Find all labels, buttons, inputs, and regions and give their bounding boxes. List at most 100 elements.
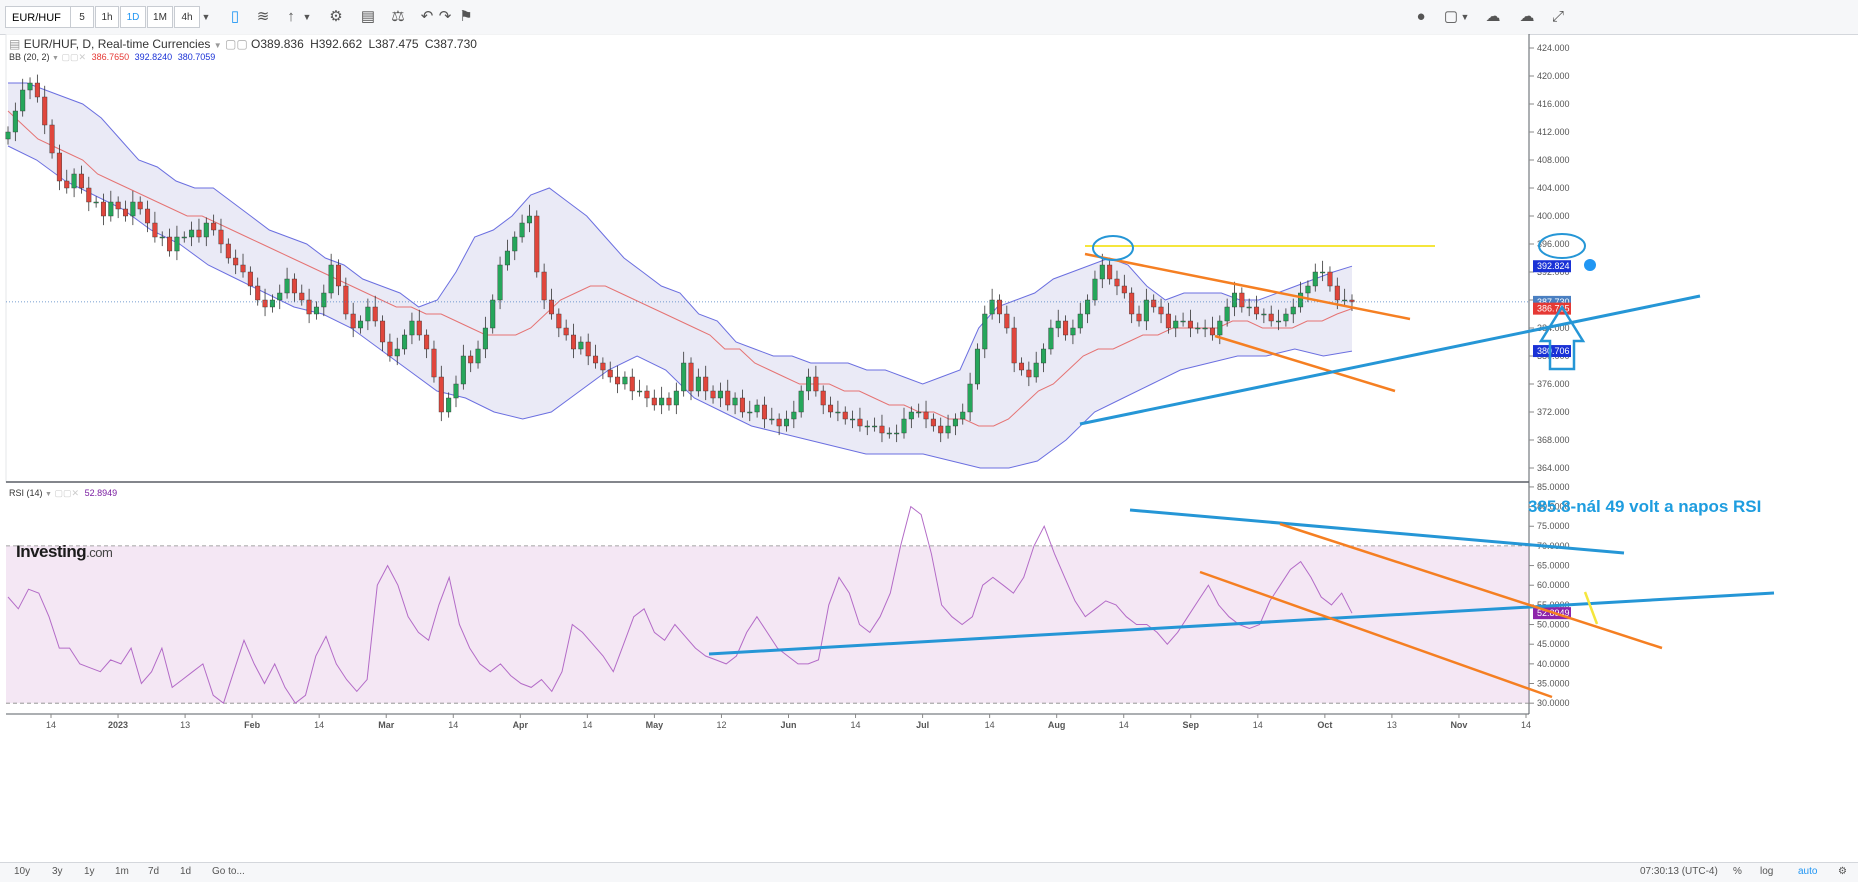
candle-body [438,376,444,413]
log-toggle[interactable]: log [1760,866,1774,877]
fullscreen-icon[interactable]: ⤢ [1551,8,1564,25]
bollinger-bands [7,82,1353,469]
candle-body [1320,271,1326,274]
candle-body [233,257,239,266]
time-tick-label: Feb [244,720,261,730]
candle-body [42,96,48,126]
bb-settings-icon[interactable]: ▢▢✕ [61,52,87,62]
candle-body [387,341,393,357]
gear-icon[interactable]: ⚙ [329,8,343,25]
range-1d[interactable]: 1d [180,866,192,877]
cloud-save-icon[interactable]: ☁ [1519,8,1535,25]
candle-body [402,334,408,350]
range-10y[interactable]: 10y [14,866,31,877]
chart-area[interactable]: 424.000 420.000 416.000 412.000 408.000 404.0… [0,34,1858,862]
range-3y[interactable]: 3y [52,866,63,877]
candle-body [1312,271,1318,287]
candle-body [1239,292,1245,308]
camera-icon[interactable]: ● [1416,8,1426,25]
interval-1m[interactable]: 1M [147,6,173,28]
legend-menu-icon[interactable]: ▤ [9,37,21,51]
chart-template-icon[interactable]: ▤ [360,8,376,25]
candle-body [1276,320,1282,323]
candle-body [152,222,158,238]
bb-dropdown-icon[interactable]: ▼ [52,55,59,62]
candle-body [548,299,554,315]
percent-toggle[interactable]: % [1733,866,1742,877]
price-tag [1533,260,1571,273]
candle-body [571,334,577,350]
interval-5[interactable]: 5 [70,6,94,28]
candle-body [196,229,202,238]
range-1m[interactable]: 1m [115,866,129,877]
alert-icon[interactable]: ⚑ [459,8,473,25]
range-7d[interactable]: 7d [148,866,160,877]
bb-lower-value: 380.7059 [177,52,216,62]
cloud-load-icon[interactable]: ☁ [1485,8,1501,25]
candle-body [299,292,305,301]
symbol-input[interactable]: EUR/HUF [5,6,83,28]
legend-settings-icon[interactable]: ▢▢ [225,37,248,51]
candle-body [541,271,547,301]
rsi-settings-icon[interactable]: ▢▢✕ [54,488,80,498]
compare-icon[interactable]: ⚖ [391,8,405,25]
line-chart-icon[interactable]: ≋ [256,8,270,25]
interval-1d[interactable]: 1D [120,6,146,28]
rsi-dropdown-icon[interactable]: ▼ [45,491,52,498]
interval-dropdown-icon[interactable]: ▼ [201,12,211,22]
candle-body [967,383,973,413]
trend-drawings[interactable] [708,233,1775,699]
candles-icon[interactable]: ▯ [230,8,240,25]
candle-body [167,236,173,252]
legend-dropdown-icon[interactable]: ▼ [213,41,222,50]
auto-toggle[interactable]: auto [1798,866,1818,877]
candle-body [5,131,11,140]
channel-bottom-orange [1214,334,1396,393]
candle-body [1254,306,1260,315]
indicators-dropdown-icon[interactable]: ▼ [302,12,312,22]
time-tick-label: 14 [851,720,861,730]
candle-body [879,425,885,434]
channel-top-orange [1084,252,1411,321]
interval-4h[interactable]: 4h [174,6,200,28]
time-tick-label: 14 [985,720,995,730]
price-tick-label: 384.000 [1537,323,1570,333]
indicators-icon[interactable]: ↑ [287,8,295,25]
price-tick-label: 408.000 [1537,155,1570,165]
candle-body [886,432,892,435]
price-chart-svg[interactable]: 424.000 420.000 416.000 412.000 408.000 404.0… [0,34,1858,862]
candle-body [1180,320,1186,323]
candle-body [791,411,797,420]
candle-body [563,327,569,336]
candle-body [1070,327,1076,336]
candle-body [409,320,415,336]
price-tag-label: 386.765 [1537,304,1570,314]
goto-button[interactable]: Go to... [212,866,245,877]
candle-body [203,222,209,238]
redo-icon[interactable]: ↷ [438,8,452,25]
rsi-tick-label: 45.0000 [1537,639,1570,649]
candle-body [519,222,525,238]
layout-icon[interactable]: ▢ [1443,8,1459,25]
interval-1h[interactable]: 1h [95,6,119,28]
candle-body [534,215,540,273]
bb-legend: BB (20, 2) ▼ ▢▢✕ 386.7650 392.8240 380.7… [9,52,215,63]
range-1y[interactable]: 1y [84,866,95,877]
rsi-annotation-text: 385.8-nál 49 volt a napos RSI [1528,497,1762,516]
candle-body [137,201,143,210]
candle-body [761,404,767,420]
candle-body [930,418,936,427]
layout-dropdown-icon[interactable]: ▼ [1460,12,1470,22]
rsi-legend: RSI (14) ▼ ▢▢✕ 52.8949 [9,488,117,499]
candle-body [108,201,114,217]
candle-body [115,201,121,210]
time-tick-label: Jul [916,720,929,730]
undo-icon[interactable]: ↶ [420,8,434,25]
candle-body [372,306,378,322]
candle-body [1055,320,1061,329]
candle-body [482,327,488,350]
rsi-support-blue [708,591,1775,656]
time-tick-label: May [646,720,664,730]
gear-icon[interactable]: ⚙ [1838,866,1847,877]
price-pane [5,34,1530,483]
